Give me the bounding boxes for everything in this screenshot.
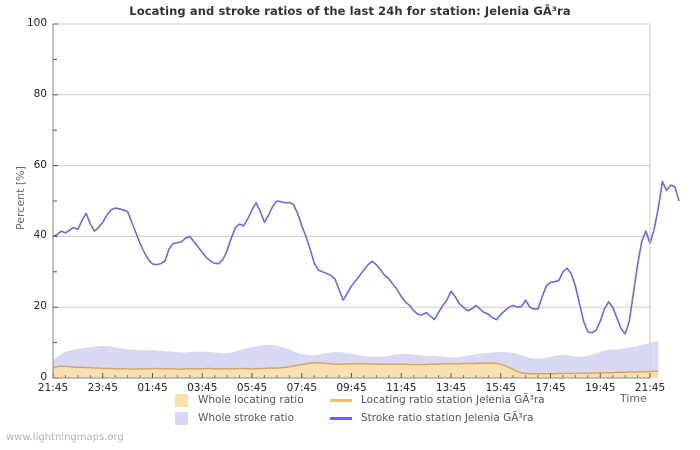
y-tick-label: 80 [33, 87, 47, 100]
x-tick-label: 05:45 [236, 382, 268, 394]
x-axis-label: Time [620, 392, 647, 405]
y-axis-label: Percent [%] [14, 166, 27, 230]
legend-label: Whole stroke ratio [198, 412, 294, 424]
legend-label: Stroke ratio station Jelenia GÃ³ra [361, 412, 534, 424]
legend-item: Whole stroke ratio [175, 410, 294, 426]
y-tick-label: 20 [33, 300, 47, 313]
x-tick-label: 21:45 [37, 382, 69, 394]
chart-title: Locating and stroke ratios of the last 2… [129, 4, 571, 18]
y-tick-label: 40 [33, 229, 47, 242]
x-tick-label: 07:45 [286, 382, 317, 394]
legend-swatch [175, 411, 188, 425]
legend-swatch [175, 393, 188, 407]
legend-item: Whole locating ratio [175, 392, 304, 408]
y-tick-label: 100 [26, 17, 47, 29]
legend-line-sample [330, 416, 352, 420]
footer-watermark: www.lightningmaps.org [6, 432, 124, 443]
x-tick-label: 19:45 [585, 382, 616, 394]
y-tick-label: 0 [40, 371, 47, 383]
chart-legend: Whole locating ratio Locating ratio stati… [175, 392, 545, 426]
x-tick-label: 01:45 [137, 382, 168, 394]
x-tick-label: 03:45 [187, 382, 218, 394]
legend-line-sample [330, 398, 352, 402]
legend-label: Whole locating ratio [198, 394, 304, 406]
x-tick-label: 13:45 [435, 382, 467, 394]
x-tick-label: 23:45 [87, 382, 118, 394]
y-tick-label: 60 [33, 158, 47, 171]
x-tick-label: 15:45 [485, 382, 516, 394]
x-tick-label: 09:45 [336, 382, 367, 394]
x-tick-label: 21:45 [634, 382, 666, 394]
legend-item: Locating ratio station Jelenia GÃ³ra [330, 392, 545, 408]
legend-label: Locating ratio station Jelenia GÃ³ra [361, 394, 545, 406]
x-tick-label: 11:45 [386, 382, 417, 394]
legend-item: Stroke ratio station Jelenia GÃ³ra [330, 410, 533, 426]
x-tick-label: 17:45 [535, 382, 566, 394]
